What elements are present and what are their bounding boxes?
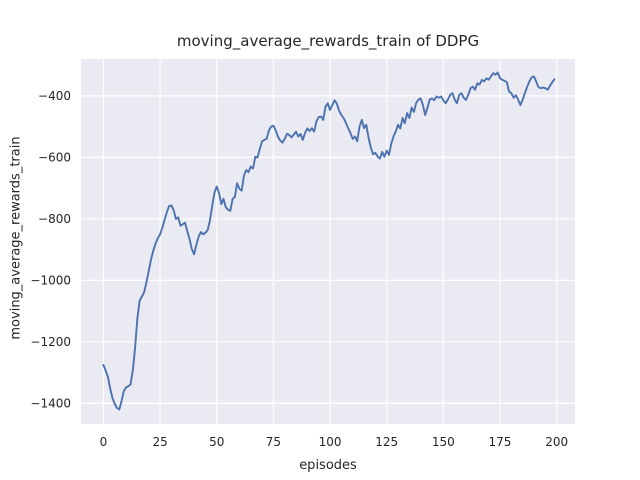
- x-tick-label: 25: [152, 435, 167, 449]
- series-line: [102, 71, 556, 411]
- y-tick-label: −1000: [30, 273, 71, 287]
- x-tick-label: 150: [432, 435, 455, 449]
- x-tick-label: 50: [209, 435, 224, 449]
- x-axis-label: episodes: [299, 458, 357, 473]
- chart-title: moving_average_rewards_train of DDPG: [176, 32, 480, 50]
- axes-background: [81, 59, 575, 424]
- x-tick-label: 175: [489, 435, 512, 449]
- y-tick-label: −400: [38, 89, 71, 103]
- y-tick-label: −800: [38, 212, 71, 226]
- x-tick-label: 200: [545, 435, 568, 449]
- y-tick-label: −1400: [30, 396, 71, 410]
- x-tick-label: 125: [375, 435, 398, 449]
- x-tick-label: 100: [319, 435, 342, 449]
- y-axis-label: moving_average_rewards_train: [8, 136, 24, 340]
- x-tick-label: 75: [266, 435, 281, 449]
- y-tick-label: −1200: [30, 335, 71, 349]
- x-tick-label: 0: [100, 435, 108, 449]
- y-tick-label: −600: [38, 150, 71, 164]
